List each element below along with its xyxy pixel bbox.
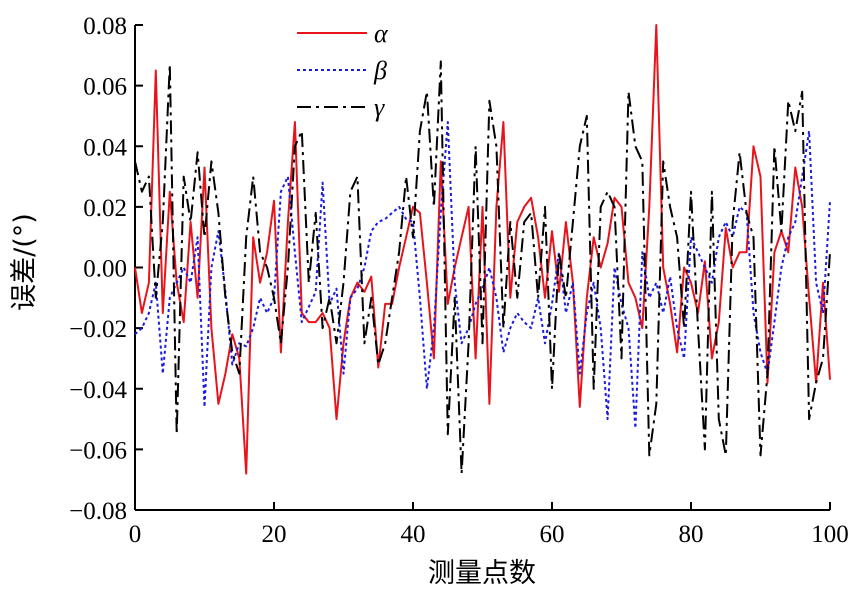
y-tick-label: 0.06 [83, 74, 127, 101]
x-tick-label: 0 [129, 521, 142, 548]
y-tick-label: −0.08 [69, 498, 127, 525]
y-tick-label: −0.06 [69, 437, 127, 464]
series-line-3 [134, 60, 831, 475]
legend: αβγ [297, 19, 389, 122]
series-line-2 [134, 121, 831, 430]
x-tick-label: 40 [401, 521, 426, 548]
legend-label-1: α [374, 19, 389, 48]
series-line-1 [134, 24, 831, 475]
x-tick-label: 60 [540, 521, 565, 548]
x-tick-label: 100 [811, 521, 849, 548]
legend-label-3: γ [374, 93, 385, 122]
y-tick-label: 0.04 [83, 134, 127, 161]
y-tick-label: −0.02 [69, 316, 127, 343]
legend-label-2: β [373, 56, 387, 85]
y-tick-label: 0.08 [83, 13, 127, 40]
x-tick-label: 80 [679, 521, 704, 548]
y-tick-label: 0.02 [83, 195, 127, 222]
x-axis-title: 测量点数 [428, 558, 536, 589]
x-tick-label: 20 [262, 521, 287, 548]
y-axis-title: 误差/(°) [9, 213, 40, 311]
series-lines [134, 24, 831, 475]
y-tick-label: 0.00 [83, 256, 127, 283]
axes: −0.08 −0.06 −0.04 −0.02 0.00 0.02 0.04 0.06 0.08… [69, 13, 849, 548]
y-tick-label: −0.04 [69, 377, 127, 404]
